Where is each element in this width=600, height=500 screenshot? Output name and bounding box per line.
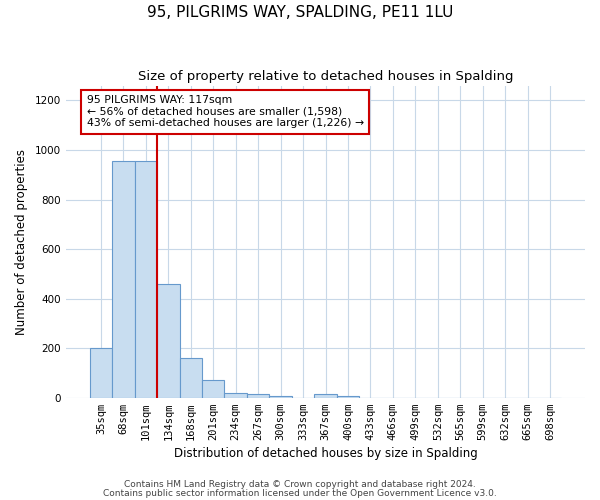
Bar — [179, 358, 202, 398]
Bar — [89, 348, 112, 398]
Bar — [202, 380, 224, 398]
Bar — [247, 394, 269, 398]
Bar — [157, 284, 179, 398]
Bar — [112, 161, 134, 398]
Text: 95 PILGRIMS WAY: 117sqm
← 56% of detached houses are smaller (1,598)
43% of semi: 95 PILGRIMS WAY: 117sqm ← 56% of detache… — [87, 95, 364, 128]
Title: Size of property relative to detached houses in Spalding: Size of property relative to detached ho… — [138, 70, 513, 83]
Text: 95, PILGRIMS WAY, SPALDING, PE11 1LU: 95, PILGRIMS WAY, SPALDING, PE11 1LU — [147, 5, 453, 20]
X-axis label: Distribution of detached houses by size in Spalding: Distribution of detached houses by size … — [173, 447, 478, 460]
Bar — [224, 392, 247, 398]
Y-axis label: Number of detached properties: Number of detached properties — [15, 148, 28, 334]
Bar — [337, 396, 359, 398]
Bar — [314, 394, 337, 398]
Text: Contains HM Land Registry data © Crown copyright and database right 2024.: Contains HM Land Registry data © Crown c… — [124, 480, 476, 489]
Bar — [134, 161, 157, 398]
Bar — [269, 396, 292, 398]
Text: Contains public sector information licensed under the Open Government Licence v3: Contains public sector information licen… — [103, 488, 497, 498]
